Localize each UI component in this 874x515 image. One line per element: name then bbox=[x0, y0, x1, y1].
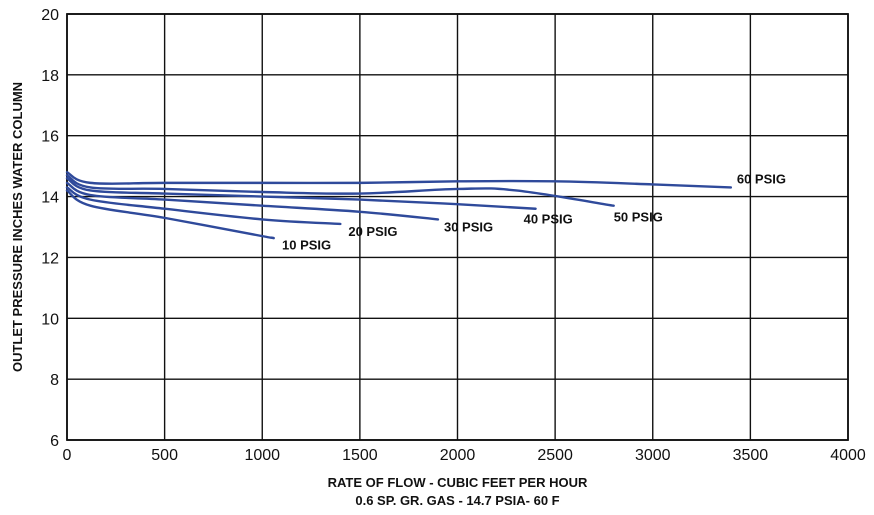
series-line-20-psig bbox=[65, 186, 342, 226]
series-line-50-psig bbox=[65, 174, 615, 207]
series-label: 10 PSIG bbox=[282, 238, 331, 253]
x-tick-label: 3000 bbox=[635, 447, 671, 464]
x-tick-label: 2000 bbox=[440, 447, 476, 464]
x-axis-title: RATE OF FLOW - CUBIC FEET PER HOUR bbox=[328, 475, 588, 490]
y-tick-label: 16 bbox=[41, 129, 59, 146]
axes: 0 500 1000 1500 2000 2500 3000 3500 4000 6 8 10 12 14… bbox=[41, 7, 866, 464]
x-tick-label: 500 bbox=[151, 447, 178, 464]
y-axis-title: OUTLET PRESSURE INCHES WATER COLUMN bbox=[10, 82, 25, 372]
y-tick-label: 20 bbox=[41, 7, 59, 24]
series-label: 20 PSIG bbox=[348, 224, 397, 239]
series-labels: 10 PSIG 20 PSIG 30 PSIG 40 PSIG 50 PSIG 60 PS… bbox=[282, 171, 786, 252]
series-line-10-psig bbox=[65, 189, 275, 240]
x-tick-label: 1000 bbox=[244, 447, 280, 464]
series-label: 50 PSIG bbox=[614, 210, 663, 225]
x-tick-label: 3500 bbox=[733, 447, 769, 464]
series-label: 60 PSIG bbox=[737, 171, 786, 186]
series-lines bbox=[65, 171, 733, 240]
x-tick-label: 1500 bbox=[342, 447, 378, 464]
y-tick-label: 12 bbox=[41, 250, 59, 267]
series-line-30-psig bbox=[65, 181, 440, 221]
y-tick-label: 8 bbox=[50, 372, 59, 389]
series-line-40-psig bbox=[65, 177, 537, 210]
y-tick-label: 10 bbox=[41, 311, 59, 328]
plot-frame bbox=[66, 13, 849, 441]
series-line-60-psig bbox=[65, 171, 733, 189]
y-tick-label: 14 bbox=[41, 190, 59, 207]
y-tick-label: 18 bbox=[41, 68, 59, 85]
series-label: 40 PSIG bbox=[524, 212, 573, 227]
series-label: 30 PSIG bbox=[444, 219, 493, 234]
x-tick-label: 2500 bbox=[537, 447, 573, 464]
x-tick-label: 4000 bbox=[830, 447, 866, 464]
x-axis-subtitle: 0.6 SP. GR. GAS - 14.7 PSIA- 60 F bbox=[355, 493, 559, 508]
x-tick-label: 0 bbox=[63, 447, 72, 464]
y-tick-label: 6 bbox=[50, 433, 59, 450]
